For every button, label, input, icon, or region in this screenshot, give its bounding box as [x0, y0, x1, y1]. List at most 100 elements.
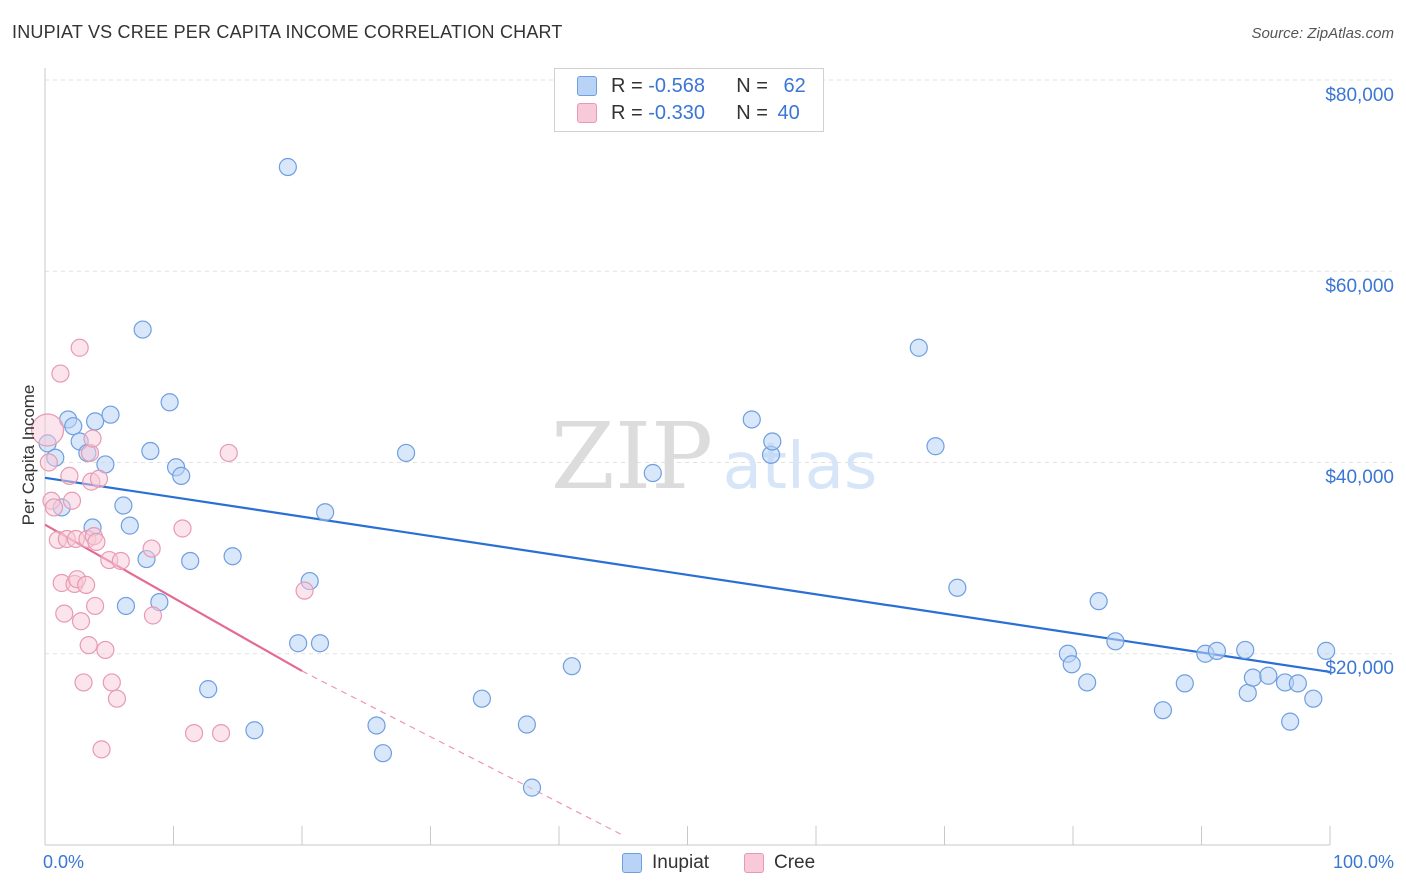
inupiat-point	[133, 320, 152, 339]
cree-point	[79, 636, 98, 655]
watermark-atlas: atlas	[723, 430, 878, 504]
inupiat-point	[316, 503, 335, 522]
cree-point	[70, 338, 89, 357]
inupiat-point	[172, 466, 191, 485]
inupiat-point	[181, 551, 200, 571]
cree-point	[96, 640, 115, 660]
cree-point	[74, 673, 93, 692]
legend-row-cree: R = -0.330 N = 40	[577, 101, 800, 125]
cree-point	[184, 724, 204, 743]
cree-point	[30, 413, 65, 447]
cree-point	[111, 551, 130, 571]
inupiat-point	[1062, 655, 1081, 674]
inupiat-point	[1281, 712, 1300, 731]
x-tick-min: 0.0%	[43, 852, 85, 872]
cree-point	[211, 724, 231, 743]
inupiat-point	[120, 516, 139, 535]
grid	[45, 79, 1392, 655]
legend-r-value: -0.568	[648, 74, 705, 97]
inupiat-point	[1207, 641, 1227, 660]
inupiat-legend-swatch	[622, 853, 642, 873]
chart-source: Source: ZipAtlas.com	[1251, 25, 1394, 42]
cree-point	[39, 453, 58, 472]
cree-trend-extension	[301, 670, 624, 836]
inupiat-point	[396, 443, 416, 463]
inupiat-point	[562, 657, 581, 676]
legend-row-inupiat: R = -0.568 N = 62	[577, 74, 806, 98]
inupiat-point	[245, 721, 264, 740]
inupiat-point	[1304, 689, 1323, 708]
legend-r-label: R =	[611, 74, 649, 97]
y-tick-80000: $80,000	[1325, 85, 1394, 106]
inupiat-swatch	[577, 76, 597, 96]
x-tick-max: 100.0%	[1332, 852, 1394, 872]
cree-point	[295, 581, 314, 600]
inupiat-point	[472, 689, 491, 708]
cree-point	[71, 612, 91, 631]
y-tick-40000: $40,000	[1325, 467, 1394, 488]
correlation-legend: R = -0.568 N = 62 R = -0.330 N = 40	[554, 68, 824, 132]
inupiat-point	[116, 596, 136, 616]
cree-point	[173, 519, 192, 538]
cree-point	[142, 539, 161, 558]
cree-point	[77, 575, 96, 595]
y-axis-label: Per Capita Income	[19, 384, 38, 526]
cree-trend-line	[44, 523, 303, 672]
inupiat-point	[199, 680, 218, 699]
inupiat-point	[948, 578, 967, 597]
inupiat-legend-label: Inupiat	[652, 852, 710, 873]
inupiat-point	[86, 412, 105, 431]
watermark-zip: ZIP	[551, 403, 713, 510]
inupiat-point	[1153, 701, 1173, 720]
cree-point	[86, 596, 105, 616]
bottom-legend-cree: Cree	[744, 852, 815, 874]
inupiat-point	[373, 744, 393, 763]
inupiat-point	[1243, 668, 1263, 687]
inupiat-point	[223, 547, 242, 566]
inupiat-point	[1089, 592, 1108, 611]
cree-points	[30, 338, 314, 759]
inupiat-point	[1175, 674, 1194, 693]
bottom-legend-inupiat: Inupiat	[622, 852, 709, 874]
inupiat-point	[160, 393, 179, 412]
y-tick-20000: $20,000	[1325, 658, 1394, 679]
inupiat-point	[367, 716, 386, 735]
inupiat-point	[643, 463, 662, 483]
cree-point	[51, 364, 70, 383]
legend-n-value: 40	[777, 101, 800, 124]
cree-point	[102, 673, 121, 692]
legend-r-value: -0.330	[648, 101, 705, 124]
inupiat-point	[114, 496, 133, 515]
inupiat-point	[517, 715, 536, 734]
inupiat-point	[909, 338, 928, 357]
cree-point	[143, 606, 163, 625]
cree-point	[107, 689, 127, 708]
inupiat-point	[926, 437, 945, 456]
inupiat-point	[1236, 640, 1255, 660]
inupiat-point	[522, 778, 542, 797]
inupiat-point	[278, 157, 297, 177]
inupiat-point	[742, 410, 761, 429]
inupiat-point	[1238, 683, 1257, 703]
inupiat-point	[101, 405, 120, 424]
cree-point	[60, 466, 79, 485]
inupiat-point	[763, 432, 782, 451]
cree-legend-swatch	[744, 853, 764, 873]
cree-point	[89, 469, 109, 488]
cree-point	[87, 532, 106, 551]
inupiat-point	[1288, 674, 1307, 693]
inupiat-point	[310, 634, 330, 653]
cree-point	[92, 740, 111, 759]
inupiat-point	[64, 417, 83, 436]
cree-legend-label: Cree	[774, 852, 816, 873]
inupiat-point	[1259, 666, 1278, 685]
inupiat-point	[289, 634, 308, 653]
inupiat-point	[1078, 673, 1097, 692]
watermark: ZIP atlas	[551, 403, 877, 510]
chart-title: INUPIAT VS CREE PER CAPITA INCOME CORREL…	[12, 22, 563, 42]
inupiat-point	[1317, 641, 1336, 660]
cree-point	[44, 498, 64, 517]
legend-n-value: 62	[783, 74, 806, 97]
cree-point	[55, 604, 74, 623]
